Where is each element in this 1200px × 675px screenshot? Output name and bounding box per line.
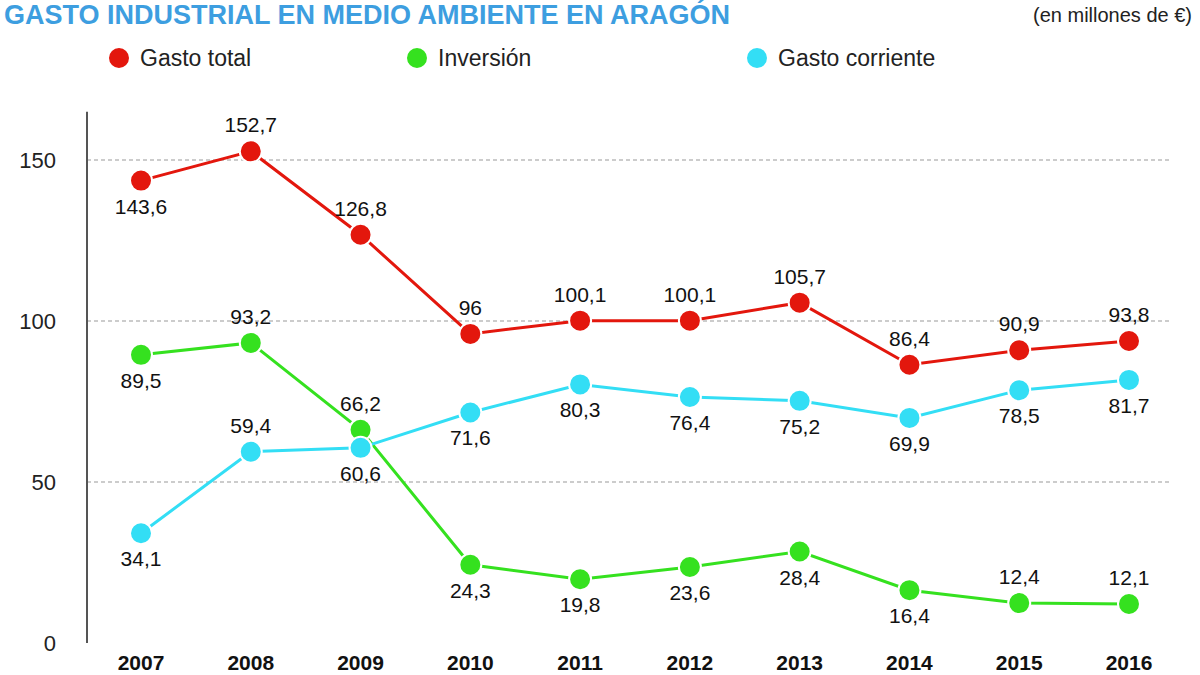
data-label: 24,3 [450,579,491,602]
data-label: 126,8 [334,197,387,220]
point [240,140,262,162]
legend-marker [108,47,130,69]
data-label: 143,6 [115,195,168,218]
x-tick-label: 2013 [776,651,823,674]
data-label: 69,9 [889,432,930,455]
series-line [141,343,1129,604]
point [240,441,262,463]
legend-item: Gasto corriente [746,45,935,71]
x-tick-label: 2008 [227,651,274,674]
data-label: 86,4 [889,327,930,350]
point [350,224,372,246]
point [679,310,701,332]
chart: GASTO INDUSTRIAL EN MEDIO AMBIENTE EN AR… [0,0,1200,675]
x-tick-label: 2007 [118,651,165,674]
x-tick-label: 2011 [557,651,603,674]
data-label: 23,6 [669,581,710,604]
y-axis [86,112,88,643]
point [350,437,372,459]
y-tick-label: 0 [44,631,56,656]
data-label: 28,4 [779,566,820,589]
point [1118,593,1140,615]
point [1008,592,1030,614]
legend-item: Gasto total [108,45,251,71]
point [569,568,591,590]
point [1008,339,1030,361]
data-label: 100,1 [664,283,717,306]
point [898,579,920,601]
point [130,522,152,544]
point [130,170,152,192]
point [1118,330,1140,352]
title: GASTO INDUSTRIAL EN MEDIO AMBIENTE EN AR… [4,0,730,30]
data-label: 100,1 [554,283,607,306]
point [459,401,481,423]
data-label: 75,2 [779,415,820,438]
data-label: 12,4 [999,565,1040,588]
point [898,407,920,429]
data-label: 81,7 [1109,394,1150,417]
x-tick-label: 2015 [996,651,1043,674]
grid-line [87,482,1170,483]
data-label: 71,6 [450,426,491,449]
data-label: 76,4 [669,411,710,434]
y-tick-label: 150 [19,148,56,173]
data-label: 34,1 [121,547,162,570]
data-label: 105,7 [773,265,826,288]
legend-label: Gasto total [140,45,251,71]
data-label: 93,2 [230,305,271,328]
point [459,554,481,576]
x-tick-label: 2014 [886,651,933,674]
data-label: 66,2 [340,392,381,415]
data-label: 19,8 [560,593,601,616]
point [459,323,481,345]
legend-label: Inversión [438,45,531,71]
legend-marker [746,47,768,69]
point [898,354,920,376]
data-label: 80,3 [560,398,601,421]
series-line [141,380,1129,533]
point [1118,369,1140,391]
data-label: 96 [459,296,482,319]
series-line [141,151,1129,364]
x-tick-label: 2010 [447,651,494,674]
legend-item: Inversión [406,45,531,71]
point [679,556,701,578]
marks [130,140,1140,615]
point [569,310,591,332]
data-label: 89,5 [121,369,162,392]
point [789,541,811,563]
data-label: 90,9 [999,312,1040,335]
data-label: 16,4 [889,604,930,627]
subtitle: (en millones de €) [1033,4,1192,26]
data-label: 60,6 [340,462,381,485]
point [789,390,811,412]
data-label: 78,5 [999,404,1040,427]
x-tick-label: 2016 [1106,651,1153,674]
y-tick-label: 100 [19,309,56,334]
data-label: 152,7 [224,113,277,136]
legend-marker [406,47,428,69]
x-tick-label: 2012 [667,651,714,674]
point [789,292,811,314]
legend-label: Gasto corriente [778,45,935,71]
data-label: 59,4 [230,414,271,437]
point [1008,379,1030,401]
y-tick-label: 50 [32,470,56,495]
data-label: 12,1 [1109,566,1150,589]
data-labels: 143,6 152,7 126,8 96 100,1 100,1 105,7 86,4 90,9… [115,113,1150,627]
point [679,386,701,408]
x-tick-label: 2009 [337,651,384,674]
point [240,332,262,354]
point [130,344,152,366]
data-label: 93,8 [1109,303,1150,326]
point [569,373,591,395]
